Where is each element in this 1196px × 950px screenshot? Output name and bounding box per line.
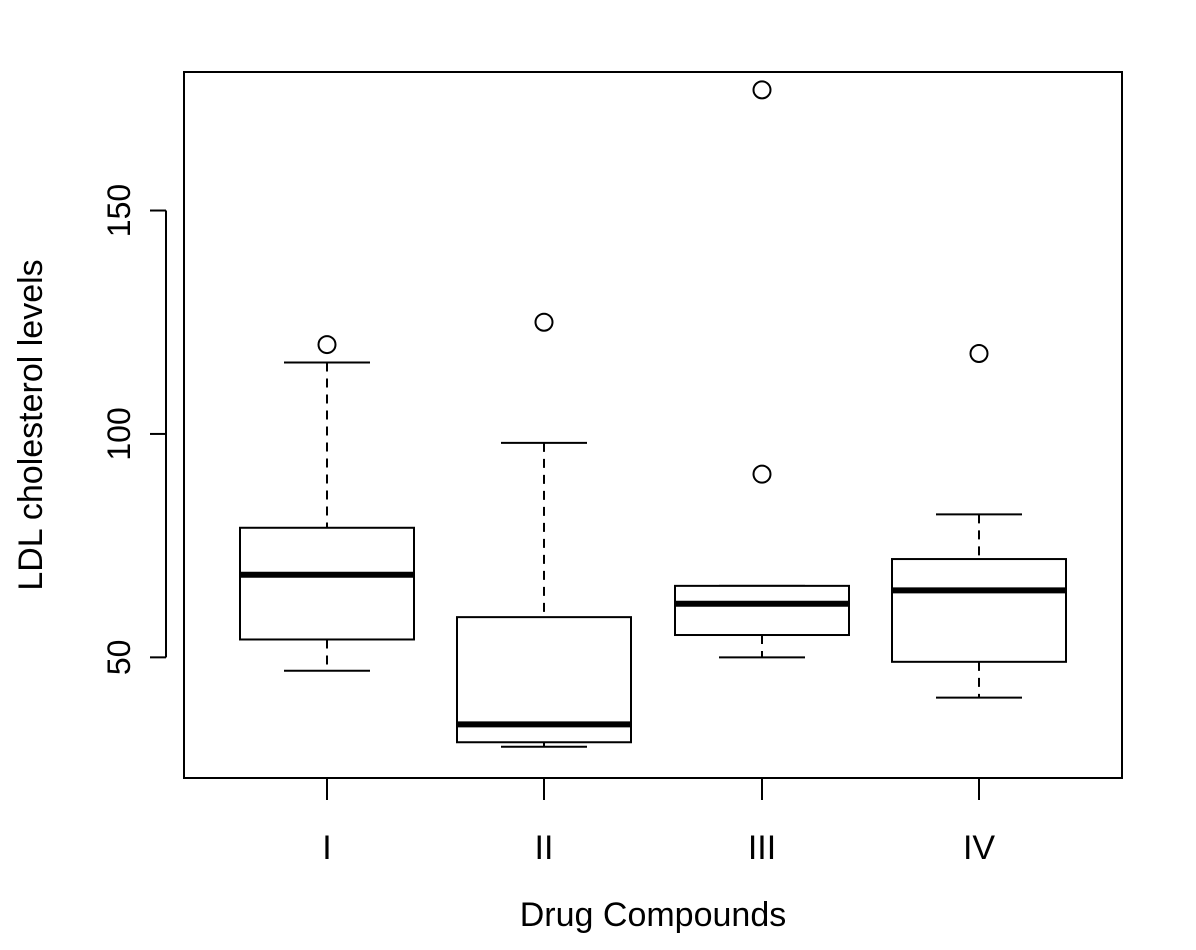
x-tick-label: II — [535, 829, 554, 867]
x-tick-label: I — [322, 829, 331, 867]
iqr-box — [891, 558, 1067, 663]
y-tick-label: 50 — [101, 640, 137, 676]
y-tick-label: 100 — [101, 407, 137, 460]
iqr-box — [239, 526, 415, 641]
outlier-point — [752, 464, 772, 484]
outlier-point — [969, 344, 989, 364]
x-axis-label: Drug Compounds — [520, 896, 786, 934]
y-tick-label: 150 — [101, 184, 137, 237]
iqr-box — [674, 584, 850, 637]
box-group-IV — [891, 344, 1067, 699]
box-group-I — [239, 335, 415, 672]
box-group-II — [456, 312, 632, 748]
x-tick-label: IV — [963, 829, 995, 867]
y-axis-label: LDL cholesterol levels — [12, 259, 50, 590]
x-tick-label: III — [748, 829, 776, 867]
y-axis: 50 100 150 — [101, 184, 167, 676]
outlier-point — [534, 312, 554, 332]
x-axis: I II III IV — [322, 778, 995, 867]
outlier-point — [752, 80, 772, 100]
outlier-point — [317, 335, 337, 355]
plot-frame — [183, 71, 1123, 779]
boxplot-marks — [239, 80, 1067, 748]
box-group-III — [674, 80, 850, 659]
